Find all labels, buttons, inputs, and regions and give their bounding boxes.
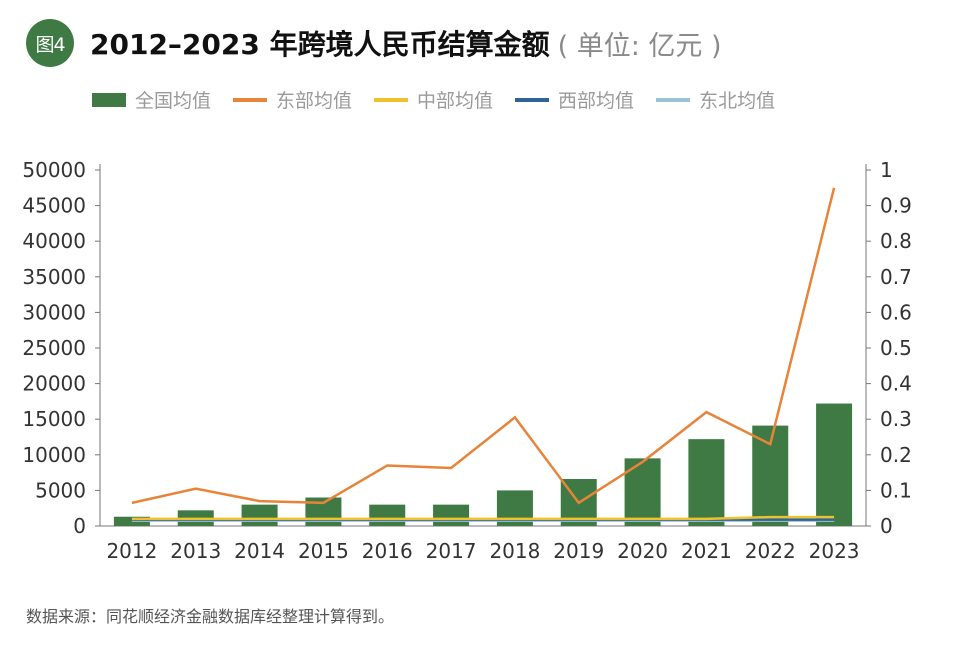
legend-item-4: 东北均值 (656, 86, 775, 113)
chart-svg: 5000045000400003500030000250002000015000… (22, 158, 912, 563)
legend-item-1: 东部均值 (233, 86, 352, 113)
legend-item-3: 西部均值 (515, 86, 634, 113)
source-note: 数据来源：同花顺经济金融数据库经整理计算得到。 (26, 607, 395, 626)
y-left-tick-label: 45000 (22, 194, 86, 218)
chart-unit: ( 单位: 亿元 ) (557, 30, 722, 62)
legend-label-0: 全国均值 (135, 90, 212, 112)
header: 图4 2012–2023 年跨境人民币结算金额 ( 单位: 亿元 ) (26, 18, 722, 68)
x-tick-label: 2018 (489, 539, 540, 563)
legend-swatch-1 (233, 97, 268, 102)
bar (369, 504, 406, 526)
y-left-tick-label: 20000 (22, 372, 86, 396)
bar (688, 439, 725, 526)
y-left-tick-label: 40000 (22, 229, 86, 253)
legend-swatch-2 (374, 97, 409, 102)
chart-legend: 全国均值 东部均值 中部均值 西部均值 东北均值 (92, 86, 797, 113)
y-right-tick-label: 0.4 (880, 372, 912, 396)
y-right-tick-label: 0.5 (880, 336, 912, 360)
x-tick-label: 2016 (362, 539, 413, 563)
x-tick-label: 2013 (170, 539, 221, 563)
y-left-tick-label: 35000 (22, 265, 86, 289)
y-left-tick-label: 0 (73, 514, 86, 538)
x-tick-label: 2014 (234, 539, 285, 563)
legend-label-2: 中部均值 (417, 90, 494, 112)
y-right-tick-label: 0.2 (880, 443, 912, 467)
y-right-tick-label: 0.8 (880, 229, 912, 253)
x-tick-label: 2021 (681, 539, 732, 563)
x-tick-label: 2020 (617, 539, 668, 563)
figure-badge: 图4 (26, 19, 74, 67)
y-right-tick-label: 0.7 (880, 265, 912, 289)
y-left-tick-label: 50000 (22, 158, 86, 182)
x-tick-label: 2015 (298, 539, 349, 563)
y-right-tick-label: 0.3 (880, 407, 912, 431)
x-tick-label: 2023 (809, 539, 860, 563)
y-left-tick-label: 30000 (22, 300, 86, 324)
y-right-tick-label: 0 (880, 514, 893, 538)
x-tick-label: 2012 (106, 539, 157, 563)
legend-item-2: 中部均值 (374, 86, 493, 113)
legend-item-0: 全国均值 (92, 86, 211, 113)
y-left-tick-label: 10000 (22, 443, 86, 467)
legend-swatch-3 (515, 97, 550, 102)
y-right-tick-label: 1 (880, 158, 893, 182)
legend-label-4: 东北均值 (699, 90, 776, 112)
y-right-tick-label: 0.9 (880, 194, 912, 218)
bar (241, 504, 278, 526)
y-right-tick-label: 0.6 (880, 300, 912, 324)
x-tick-label: 2017 (426, 539, 477, 563)
x-tick-label: 2019 (553, 539, 604, 563)
bar (816, 403, 853, 526)
bar (433, 504, 470, 526)
bar (113, 516, 150, 526)
series-line (131, 515, 835, 521)
legend-label-3: 西部均值 (558, 90, 635, 112)
chart-title: 2012–2023 年跨境人民币结算金额 (90, 28, 550, 61)
x-tick-label: 2022 (745, 539, 796, 563)
legend-swatch-0 (92, 92, 126, 107)
legend-swatch-4 (656, 97, 691, 102)
legend-label-1: 东部均值 (276, 90, 353, 112)
y-right-tick-label: 0.1 (880, 478, 912, 502)
bar (624, 458, 661, 526)
series-line (131, 187, 836, 505)
y-left-tick-label: 15000 (22, 407, 86, 431)
y-left-tick-label: 25000 (22, 336, 86, 360)
y-left-tick-label: 5000 (35, 478, 86, 502)
